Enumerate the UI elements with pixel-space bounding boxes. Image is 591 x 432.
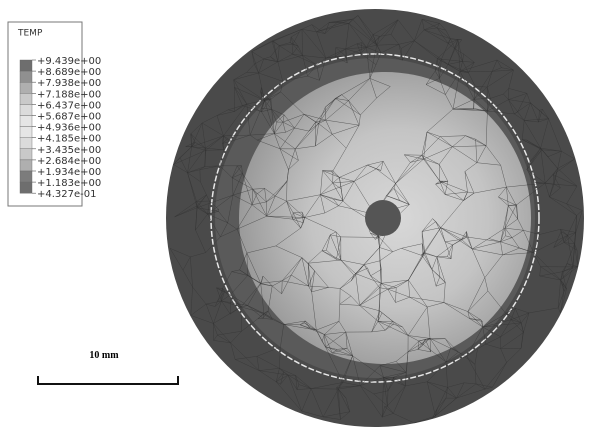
scale-bar: 10 mm [37, 350, 179, 385]
legend-swatch [19, 126, 33, 138]
center-spot [365, 200, 401, 236]
legend-swatch [19, 181, 33, 194]
legend-swatch [19, 137, 33, 149]
legend-label: +1.183e+00 [37, 178, 101, 189]
legend-label: +1.934e+00 [37, 167, 101, 178]
scale-label: 10 mm [89, 350, 119, 361]
legend-swatch [19, 59, 33, 72]
legend-label: +7.938e+00 [37, 78, 101, 89]
legend-items: +9.439e+00+8.689e+00+7.938e+00+7.188e+00… [19, 56, 101, 200]
legend-label: +6.437e+00 [37, 100, 101, 111]
legend-label: +4.327e-01 [37, 189, 97, 200]
legend-label: +7.188e+00 [37, 89, 101, 100]
legend-swatch [19, 148, 33, 161]
legend-label: +4.936e+00 [37, 123, 101, 134]
legend-swatch [19, 93, 33, 105]
legend-label: +3.435e+00 [37, 145, 101, 156]
legend-swatch [19, 170, 33, 183]
legend-swatch [19, 115, 33, 127]
legend-swatch [19, 104, 33, 116]
legend-label: +8.689e+00 [37, 67, 101, 78]
legend-label: +4.185e+00 [37, 134, 101, 145]
legend-label: +9.439e+00 [37, 56, 101, 67]
legend-swatch [19, 70, 33, 83]
legend-label: +2.684e+00 [37, 156, 101, 167]
legend-label: +5.687e+00 [37, 112, 101, 123]
legend-swatch [19, 81, 33, 94]
legend: TEMP +9.439e+00+8.689e+00+7.938e+00+7.18… [7, 21, 101, 207]
model [166, 9, 584, 427]
legend-swatch [19, 159, 33, 172]
legend-title: TEMP [17, 29, 43, 39]
